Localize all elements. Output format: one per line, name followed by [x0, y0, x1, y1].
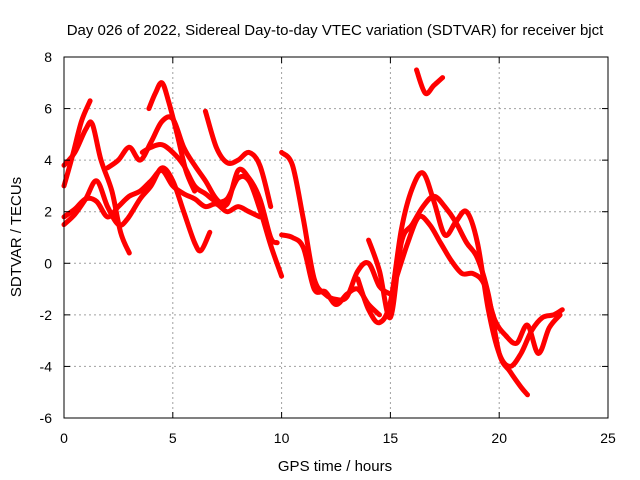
series-track-14	[414, 67, 446, 97]
x-tick-label: 15	[383, 430, 399, 446]
series-track-8	[202, 108, 274, 210]
x-tick-label: 20	[491, 430, 507, 446]
y-tick-label: -6	[40, 410, 53, 426]
y-tick-label: 4	[44, 152, 52, 168]
x-axis-label: GPS time / hours	[278, 458, 392, 475]
x-tick-label: 10	[274, 430, 290, 446]
series-track-12	[366, 193, 530, 398]
series-track-2	[61, 98, 93, 189]
series-track-7	[146, 80, 198, 194]
axis-ticks: 0 5 10 15 20 25 -6 -4 -2 0 2 4 6 8	[40, 49, 616, 446]
y-tick-label: 6	[44, 101, 52, 117]
data-series	[61, 67, 565, 398]
series-track-6	[139, 142, 285, 279]
grid-lines	[64, 57, 608, 418]
series-track-13	[394, 213, 563, 356]
y-tick-label: 8	[44, 49, 52, 65]
y-axis-label: SDTVAR / TECUs	[8, 177, 25, 297]
series-track-9	[279, 149, 393, 303]
y-tick-label: -2	[40, 307, 53, 323]
series-track-4	[61, 167, 263, 220]
series-track-3	[61, 165, 213, 254]
x-tick-label: 25	[600, 430, 616, 446]
x-tick-label: 0	[60, 430, 68, 446]
y-tick-label: 2	[44, 204, 52, 220]
y-tick-label: 0	[44, 255, 52, 271]
plot-frame	[63, 56, 609, 419]
x-tick-label: 5	[169, 430, 177, 446]
chart-title: Day 026 of 2022, Sidereal Day-to-day VTE…	[67, 22, 604, 39]
y-tick-label: -4	[40, 358, 53, 374]
